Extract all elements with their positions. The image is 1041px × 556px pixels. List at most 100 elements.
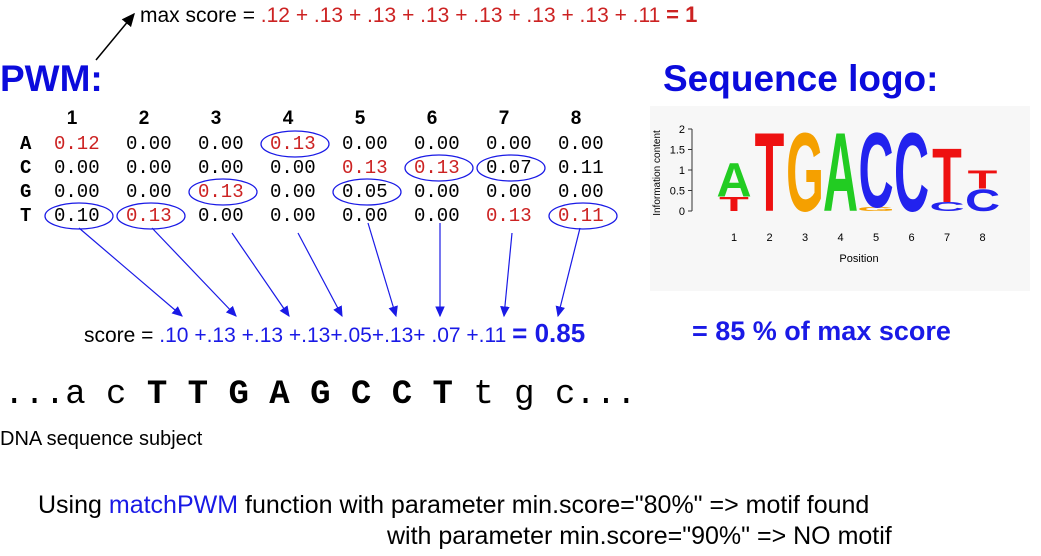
cell-to-score-arrow <box>367 222 398 318</box>
pwm-column-number: 7 <box>498 108 510 129</box>
pwm-cell: 0.12 <box>54 133 100 155</box>
pwm-column-number: 3 <box>210 108 222 129</box>
logo-letter-C: C <box>858 110 893 230</box>
pwm-cell-highlight <box>332 178 402 206</box>
logo-letter-C: C <box>894 110 929 236</box>
logo-y-axis-label: Information content <box>652 130 663 216</box>
dna-lead: ...a c <box>4 376 147 414</box>
logo-letter-A: A <box>716 154 751 208</box>
pwm-cell: 0.05 <box>342 181 388 203</box>
pwm-cell: 0.11 <box>558 157 604 179</box>
pwm-row-base: T <box>20 205 32 227</box>
pwm-cell: 0.13 <box>198 181 244 203</box>
pwm-cell: 0.00 <box>270 157 316 179</box>
logo-letter-G: G <box>857 206 895 212</box>
logo-letter-C: C <box>965 183 1000 218</box>
pwm-cell: 0.00 <box>342 133 388 155</box>
pwm-cell: 0.13 <box>126 205 172 227</box>
dna-motif-base: C <box>391 376 433 414</box>
logo-x-tick-label: 1 <box>731 232 737 244</box>
usage-line-1-prefix: Using <box>38 491 109 519</box>
pwm-row-base: A <box>20 133 32 155</box>
pwm-cell: 0.00 <box>126 133 172 155</box>
cell-to-score-arrow <box>555 227 581 318</box>
dna-motif-base: T <box>432 376 474 414</box>
logo-letter-T: T <box>968 166 998 194</box>
score-percent: = 85 % of max score <box>692 316 951 346</box>
dna-tail: t g c... <box>473 376 637 414</box>
pwm-cell: 0.00 <box>558 181 604 203</box>
pwm-column-number: 2 <box>138 108 150 129</box>
score-prefix: score = <box>84 324 160 347</box>
dna-motif-base: C <box>350 376 392 414</box>
pwm-cell: 0.00 <box>414 181 460 203</box>
score-terms: .10 +.13 +.13 +.13+.05+.13+ .07 +.11 <box>159 324 507 347</box>
pwm-cell: 0.00 <box>198 133 244 155</box>
pwm-cell: 0.00 <box>126 181 172 203</box>
pwm-column-number: 1 <box>66 108 78 129</box>
pwm-cell-highlight <box>548 202 618 230</box>
pwm-cell-highlight <box>404 154 474 182</box>
logo-x-axis-label: Position <box>839 253 878 265</box>
dna-sequence-label: DNA sequence subject <box>0 428 203 450</box>
sequence-logo-chart: 0 0.5 1 1.5 2 Information content 1 2 3 4 5 6 7 8 Posi… <box>652 110 1000 265</box>
pwm-cell: 0.00 <box>54 157 100 179</box>
pwm-row-base: G <box>20 181 32 203</box>
pwm-cell-highlight <box>116 202 186 230</box>
cell-to-score-arrow <box>297 232 343 318</box>
logo-y-tick-label: 2 <box>679 124 685 136</box>
logo-letter-T: T <box>932 133 962 219</box>
pwm-cell: 0.00 <box>270 205 316 227</box>
pwm-cell: 0.00 <box>198 205 244 227</box>
pwm-cell-highlight <box>44 202 114 230</box>
pwm-cell: 0.13 <box>486 205 532 227</box>
dna-motif-base: G <box>228 376 270 414</box>
score-total: = 0.85 <box>512 318 586 348</box>
pwm-column-number: 6 <box>426 108 438 129</box>
sequence-logo: 0 0.5 1 1.5 2 Information content 1 2 3 4 5 6 7 8 Posi… <box>650 106 1030 291</box>
pwm-cell: 0.00 <box>486 181 532 203</box>
logo-y-tick-label: 0 <box>679 206 685 218</box>
pwm-cell: 0.00 <box>414 133 460 155</box>
logo-x-tick-label: 3 <box>802 232 808 244</box>
pwm-cell-highlight <box>476 154 546 182</box>
pwm-column-number: 4 <box>282 108 294 129</box>
cell-to-score-arrow <box>78 227 183 317</box>
logo-x-tick-label: 7 <box>944 232 950 244</box>
max-score-equation: max score = .12 + .13 + .13 + .13 + .13 … <box>140 2 697 28</box>
logo-letter-T: T <box>719 193 749 216</box>
usage-line-2: with parameter min.score="90%" => NO mot… <box>387 522 892 550</box>
logo-letter-T: T <box>755 110 785 236</box>
logo-title: Sequence logo: <box>663 58 939 99</box>
pwm-cell: 0.00 <box>54 181 100 203</box>
pwm-cell: 0.00 <box>270 181 316 203</box>
pwm-row-base: C <box>20 157 32 179</box>
logo-x-tick-label: 2 <box>766 232 772 244</box>
pwm-cell: 0.10 <box>54 205 100 227</box>
cell-to-score-arrow <box>500 232 513 318</box>
max-score-terms: .12 + .13 + .13 + .13 + .13 + .13 + .13 … <box>260 4 661 27</box>
logo-y-tick-label: 1 <box>679 165 685 177</box>
cell-to-score-arrow <box>231 232 290 317</box>
matchpwm-function-name: matchPWM <box>108 491 239 519</box>
logo-x-tick-label: 4 <box>837 232 843 244</box>
dna-motif-base: G <box>310 376 351 414</box>
logo-x-tick-label: 8 <box>979 232 985 244</box>
logo-letter-A: A <box>823 110 858 236</box>
max-score-prefix: max score = <box>140 4 261 27</box>
pwm-cell: 0.00 <box>126 157 172 179</box>
pwm-column-number: 8 <box>570 108 582 129</box>
logo-letter-G: G <box>786 110 824 236</box>
logo-y-tick-label: 0.5 <box>670 186 685 198</box>
pwm-title: PWM: <box>0 58 103 99</box>
logo-x-tick-label: 6 <box>908 232 914 244</box>
pwm-column-number: 5 <box>354 108 366 129</box>
pwm-to-max-score-arrow <box>95 12 135 61</box>
pwm-cell: 0.11 <box>558 205 604 227</box>
pwm-cell-highlight <box>188 178 258 206</box>
pwm-cell: 0.00 <box>486 133 532 155</box>
logo-letter-C: C <box>929 200 964 214</box>
usage-line-1: Using matchPWM function with parameter m… <box>38 491 869 520</box>
score-equation: score = .10 +.13 +.13 +.13+.05+.13+ .07 … <box>84 318 585 349</box>
